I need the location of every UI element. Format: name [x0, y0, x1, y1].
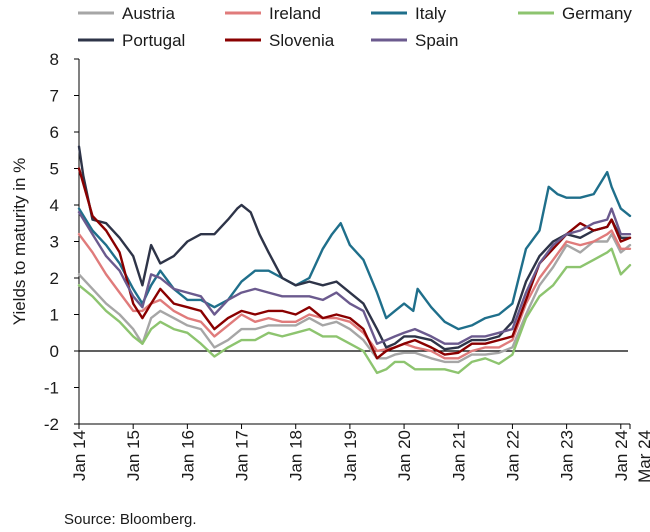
- x-tick-label: Jan 18: [287, 430, 306, 481]
- series-line-portugal: [77, 145, 632, 351]
- x-tick-label: Jan 16: [178, 430, 197, 481]
- series-line-germany: [77, 247, 632, 375]
- y-tick-label: 4: [50, 196, 59, 215]
- series-line-ireland: [77, 229, 632, 360]
- x-tick-label: Jan 19: [341, 430, 360, 481]
- series-lines: [77, 145, 632, 375]
- y-tick-label: 0: [50, 342, 59, 361]
- legend-label-italy: Italy: [415, 4, 447, 23]
- series-line-austria: [77, 233, 632, 364]
- x-tick-label: Jan 15: [124, 430, 143, 481]
- legend-label-ireland: Ireland: [269, 4, 321, 23]
- x-tick-label: Jan 24: [612, 430, 631, 481]
- legend-label-portugal: Portugal: [122, 31, 185, 50]
- series-line-slovenia: [77, 167, 632, 360]
- x-tick-label: Jan 17: [233, 430, 252, 481]
- y-tick-label: 1: [50, 306, 59, 325]
- y-tick-label: 5: [50, 160, 59, 179]
- y-tick-label: 3: [50, 233, 59, 252]
- x-tick-label: Jan 21: [449, 430, 468, 481]
- legend: Austria Ireland Italy Germany Portugal Sloven…: [78, 4, 632, 50]
- y-axis-title: Yields to maturity in %: [10, 158, 29, 326]
- y-tick-label: 6: [50, 123, 59, 142]
- x-tick-label: Jan 20: [395, 430, 414, 481]
- y-tick-label: 2: [50, 269, 59, 288]
- x-tick-label: Jan 22: [503, 430, 522, 481]
- legend-label-austria: Austria: [122, 4, 175, 23]
- axes: -2 -1 0 1 2 3 4 5 6 7 8 Jan 14 Jan 15 Jan 16 Jan 17 Jan…: [44, 50, 650, 483]
- x-tick-label: Jan 14: [70, 430, 89, 481]
- y-tick-label: 8: [50, 50, 59, 69]
- legend-label-germany: Germany: [562, 4, 632, 23]
- legend-label-slovenia: Slovenia: [269, 31, 335, 50]
- y-tick-label: -2: [44, 415, 59, 434]
- series-line-spain: [77, 207, 632, 345]
- x-tick-label: Mar 24: [635, 430, 650, 483]
- y-tick-label: 7: [50, 87, 59, 106]
- x-tick-label: Jan 23: [558, 430, 577, 481]
- y-tick-label: -1: [44, 379, 59, 398]
- source-note: Source: Bloomberg.: [64, 511, 197, 528]
- legend-label-spain: Spain: [415, 31, 458, 50]
